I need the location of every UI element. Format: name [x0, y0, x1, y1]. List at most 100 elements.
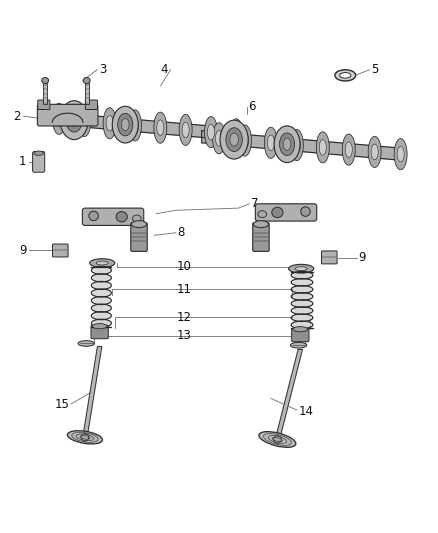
FancyBboxPatch shape [91, 325, 108, 338]
Polygon shape [83, 346, 102, 437]
FancyBboxPatch shape [85, 100, 98, 109]
Ellipse shape [93, 290, 110, 296]
Ellipse shape [273, 435, 281, 443]
Ellipse shape [253, 221, 268, 228]
Text: 8: 8 [177, 227, 184, 239]
Ellipse shape [301, 207, 310, 216]
Ellipse shape [220, 120, 248, 159]
Ellipse shape [93, 305, 110, 311]
Ellipse shape [92, 324, 107, 329]
Ellipse shape [112, 106, 138, 143]
Ellipse shape [293, 294, 311, 300]
Ellipse shape [342, 134, 355, 165]
Ellipse shape [34, 151, 43, 155]
Text: 4: 4 [160, 63, 168, 76]
Ellipse shape [93, 312, 110, 319]
Ellipse shape [290, 342, 307, 348]
Polygon shape [275, 350, 303, 440]
Ellipse shape [272, 207, 283, 217]
Text: 9: 9 [19, 244, 27, 257]
FancyBboxPatch shape [82, 208, 144, 225]
Ellipse shape [208, 124, 215, 140]
Ellipse shape [316, 132, 329, 163]
Ellipse shape [83, 77, 90, 84]
Text: 15: 15 [54, 398, 69, 411]
Text: 10: 10 [177, 260, 192, 273]
Text: 2: 2 [14, 109, 21, 123]
Ellipse shape [93, 274, 110, 281]
Text: 9: 9 [358, 252, 366, 264]
Ellipse shape [133, 215, 141, 222]
Ellipse shape [116, 212, 127, 222]
Text: 11: 11 [177, 283, 192, 296]
Ellipse shape [96, 261, 108, 265]
Ellipse shape [89, 211, 99, 221]
Text: 3: 3 [99, 63, 106, 76]
Ellipse shape [258, 211, 267, 217]
Polygon shape [202, 131, 405, 160]
Ellipse shape [241, 133, 248, 148]
Text: 7: 7 [251, 197, 258, 211]
Ellipse shape [131, 221, 147, 228]
FancyBboxPatch shape [37, 104, 98, 126]
Text: 6: 6 [248, 100, 256, 113]
Ellipse shape [293, 286, 311, 293]
Ellipse shape [295, 266, 307, 271]
Ellipse shape [78, 341, 95, 346]
Ellipse shape [131, 118, 138, 133]
Ellipse shape [293, 314, 311, 321]
FancyBboxPatch shape [292, 328, 309, 342]
Text: 12: 12 [177, 311, 192, 324]
Ellipse shape [81, 113, 88, 129]
Bar [43, 80, 47, 104]
Ellipse shape [157, 120, 164, 135]
Ellipse shape [90, 259, 115, 268]
Ellipse shape [279, 133, 295, 156]
Ellipse shape [103, 108, 116, 139]
Ellipse shape [368, 136, 381, 167]
Ellipse shape [230, 119, 243, 150]
Ellipse shape [293, 272, 311, 278]
FancyBboxPatch shape [32, 151, 45, 172]
Polygon shape [42, 111, 240, 141]
Bar [85, 80, 89, 104]
Ellipse shape [93, 297, 110, 304]
Ellipse shape [67, 431, 102, 444]
Ellipse shape [179, 115, 192, 146]
Ellipse shape [93, 267, 110, 273]
Ellipse shape [397, 147, 404, 162]
FancyBboxPatch shape [131, 223, 147, 252]
Ellipse shape [293, 279, 311, 285]
Ellipse shape [238, 125, 251, 156]
Ellipse shape [81, 433, 89, 441]
Ellipse shape [274, 126, 300, 163]
Ellipse shape [290, 130, 304, 160]
Ellipse shape [267, 135, 275, 151]
Ellipse shape [70, 114, 78, 127]
Ellipse shape [121, 118, 129, 131]
Ellipse shape [293, 327, 307, 332]
Ellipse shape [265, 127, 277, 158]
Ellipse shape [212, 123, 226, 154]
Ellipse shape [293, 301, 311, 306]
Ellipse shape [60, 101, 88, 140]
Ellipse shape [128, 110, 141, 141]
Ellipse shape [182, 122, 189, 138]
Text: 13: 13 [177, 329, 192, 342]
Ellipse shape [394, 139, 407, 169]
Ellipse shape [205, 117, 217, 148]
Ellipse shape [339, 72, 351, 78]
Ellipse shape [154, 112, 167, 143]
FancyBboxPatch shape [253, 223, 269, 252]
Ellipse shape [293, 138, 300, 153]
Ellipse shape [53, 103, 66, 134]
Text: 5: 5 [371, 63, 378, 76]
Ellipse shape [293, 322, 311, 328]
Ellipse shape [106, 116, 113, 131]
Ellipse shape [42, 77, 49, 84]
Ellipse shape [283, 138, 291, 150]
Ellipse shape [345, 142, 352, 157]
FancyBboxPatch shape [53, 244, 68, 257]
Ellipse shape [259, 432, 296, 447]
Ellipse shape [56, 111, 63, 127]
